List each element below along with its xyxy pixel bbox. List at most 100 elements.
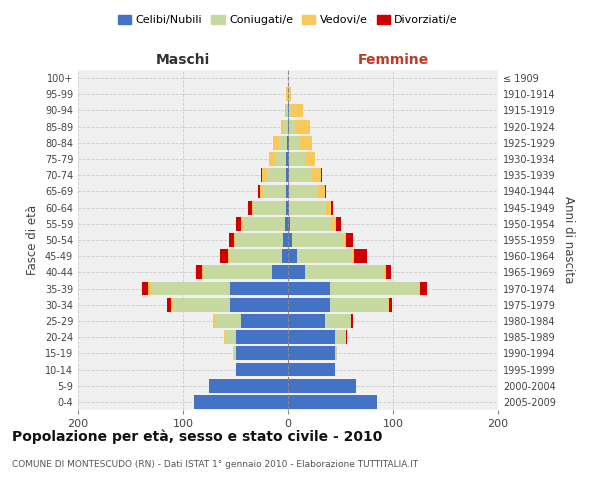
Bar <box>330 282 419 296</box>
Bar <box>288 217 290 230</box>
Bar <box>278 136 287 149</box>
Bar <box>286 184 288 198</box>
Bar <box>320 168 322 182</box>
Bar <box>202 266 204 280</box>
Bar <box>326 200 331 214</box>
Bar <box>275 152 286 166</box>
Bar <box>286 88 287 101</box>
Bar <box>230 298 288 312</box>
Bar <box>343 233 346 247</box>
Bar <box>288 395 377 409</box>
Bar <box>228 250 229 263</box>
Bar <box>248 200 252 214</box>
Bar <box>263 184 286 198</box>
Bar <box>288 168 289 182</box>
Bar <box>235 330 288 344</box>
Bar <box>285 104 286 118</box>
Bar <box>288 362 335 376</box>
Bar <box>389 298 392 312</box>
Bar <box>196 266 202 280</box>
Bar <box>215 314 241 328</box>
Bar <box>299 136 312 149</box>
Bar <box>288 104 289 118</box>
Text: Maschi: Maschi <box>156 52 210 66</box>
Bar <box>288 266 305 280</box>
Bar <box>419 282 420 296</box>
Bar <box>292 104 303 118</box>
Bar <box>204 266 272 280</box>
Bar <box>286 200 288 214</box>
Bar <box>225 330 235 344</box>
Bar <box>319 184 325 198</box>
Bar <box>267 168 286 182</box>
Bar <box>148 282 151 296</box>
Bar <box>193 395 288 409</box>
Bar <box>288 250 298 263</box>
Legend: Celibi/Nubili, Coniugati/e, Vedovi/e, Divorziati/e: Celibi/Nubili, Coniugati/e, Vedovi/e, Di… <box>113 10 463 30</box>
Bar <box>346 233 353 247</box>
Bar <box>305 152 316 166</box>
Bar <box>269 152 275 166</box>
Bar <box>209 379 288 392</box>
Bar <box>289 184 319 198</box>
Bar <box>284 120 288 134</box>
Bar <box>421 282 427 296</box>
Bar <box>331 200 333 214</box>
Bar <box>289 168 312 182</box>
Text: Popolazione per età, sesso e stato civile - 2010: Popolazione per età, sesso e stato civil… <box>12 430 382 444</box>
Bar <box>229 250 282 263</box>
Bar <box>262 168 267 182</box>
Bar <box>288 314 325 328</box>
Bar <box>288 233 292 247</box>
Bar <box>257 184 260 198</box>
Bar <box>388 298 389 312</box>
Bar <box>235 362 288 376</box>
Bar <box>274 136 278 149</box>
Bar <box>288 282 330 296</box>
Bar <box>351 314 353 328</box>
Bar <box>335 330 346 344</box>
Bar <box>325 314 351 328</box>
Bar <box>383 266 386 280</box>
Bar <box>289 120 295 134</box>
Bar <box>354 250 367 263</box>
Bar <box>330 298 388 312</box>
Bar <box>386 266 391 280</box>
Bar <box>312 168 320 182</box>
Bar <box>288 136 289 149</box>
Text: Femmine: Femmine <box>358 52 428 66</box>
Bar <box>289 200 326 214</box>
Bar <box>289 104 292 118</box>
Bar <box>260 168 262 182</box>
Bar <box>167 298 172 312</box>
Bar <box>298 250 352 263</box>
Bar <box>142 282 148 296</box>
Bar <box>288 88 291 101</box>
Bar <box>305 266 383 280</box>
Bar <box>288 152 289 166</box>
Bar <box>288 120 289 134</box>
Bar <box>335 346 337 360</box>
Bar <box>290 217 332 230</box>
Bar <box>288 200 289 214</box>
Bar <box>214 314 215 328</box>
Bar <box>224 330 225 344</box>
Bar <box>272 266 288 280</box>
Bar <box>295 120 310 134</box>
Bar <box>229 233 235 247</box>
Y-axis label: Anni di nascita: Anni di nascita <box>562 196 575 284</box>
Bar <box>254 200 286 214</box>
Bar <box>151 282 230 296</box>
Bar <box>289 152 305 166</box>
Bar <box>283 233 288 247</box>
Bar <box>220 250 228 263</box>
Bar <box>325 184 326 198</box>
Bar <box>287 88 288 101</box>
Bar <box>252 200 254 214</box>
Bar <box>286 104 288 118</box>
Bar <box>286 152 288 166</box>
Bar <box>346 330 347 344</box>
Bar <box>230 282 288 296</box>
Bar <box>285 217 288 230</box>
Text: COMUNE DI MONTESCUDO (RN) - Dati ISTAT 1° gennaio 2010 - Elaborazione TUTTITALIA: COMUNE DI MONTESCUDO (RN) - Dati ISTAT 1… <box>12 460 418 469</box>
